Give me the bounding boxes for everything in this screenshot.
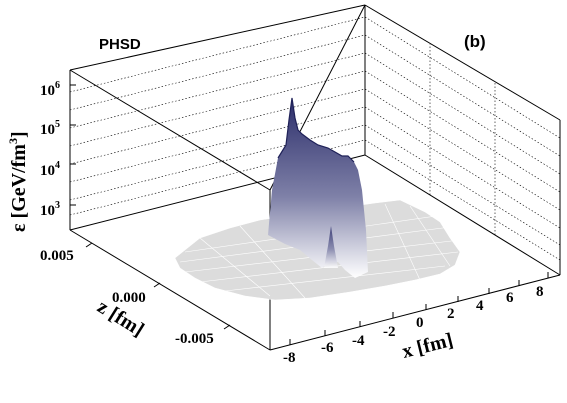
x-tick-label: 4 [476,298,484,314]
tile-line [409,205,451,267]
y-tick-label: -0.005 [175,331,214,347]
x-tick-label: 8 [536,284,544,300]
tile-line [224,265,446,292]
y-axis: 0.005 0.000 -0.005 z [fm] [40,242,231,347]
box-edge [69,69,271,191]
y-tick [153,282,161,288]
base-plane-tiles [179,203,461,299]
box-edge [269,274,561,351]
tile-line [384,203,421,281]
z-tick-label: 106 [40,80,60,99]
y-tick-label: 0.005 [40,248,74,264]
z-axis-label: ε [GeV/fm3] [6,131,30,232]
y-tick-label: 0.000 [112,290,146,306]
z-tick-label: 103 [40,200,60,219]
x-tick-label: 6 [506,290,514,306]
tile-line [239,225,306,299]
z-gridlines [69,5,561,261]
z-tick-label: 104 [40,160,60,179]
surface-side-peak [324,226,338,268]
x-tick-label: 2 [447,306,455,322]
x-axis-label: x [fm] [400,329,455,363]
z-ticks [70,84,76,206]
panel-label: (b) [464,32,486,51]
box-edge [364,154,561,276]
tile-line [199,237,271,297]
model-label: PHSD [99,36,141,53]
x-tick-label: -6 [321,340,334,356]
z-tick-label: 105 [40,119,60,138]
x-tick-label: -8 [283,350,296,366]
box-edge [69,229,271,351]
surface-ridge [277,97,355,163]
y-tick [223,324,231,330]
y-tick [85,242,93,248]
x-tick-label: -2 [383,324,396,340]
energy-density-surface [268,97,368,278]
z-axis: 103 104 105 106 ε [GeV/fm3] [6,80,76,232]
box-edge [69,4,366,71]
box-edge [364,4,561,121]
surface-back-face [268,98,368,278]
x-tick-label: -4 [352,333,365,349]
x-tick-label: 0 [416,315,424,331]
